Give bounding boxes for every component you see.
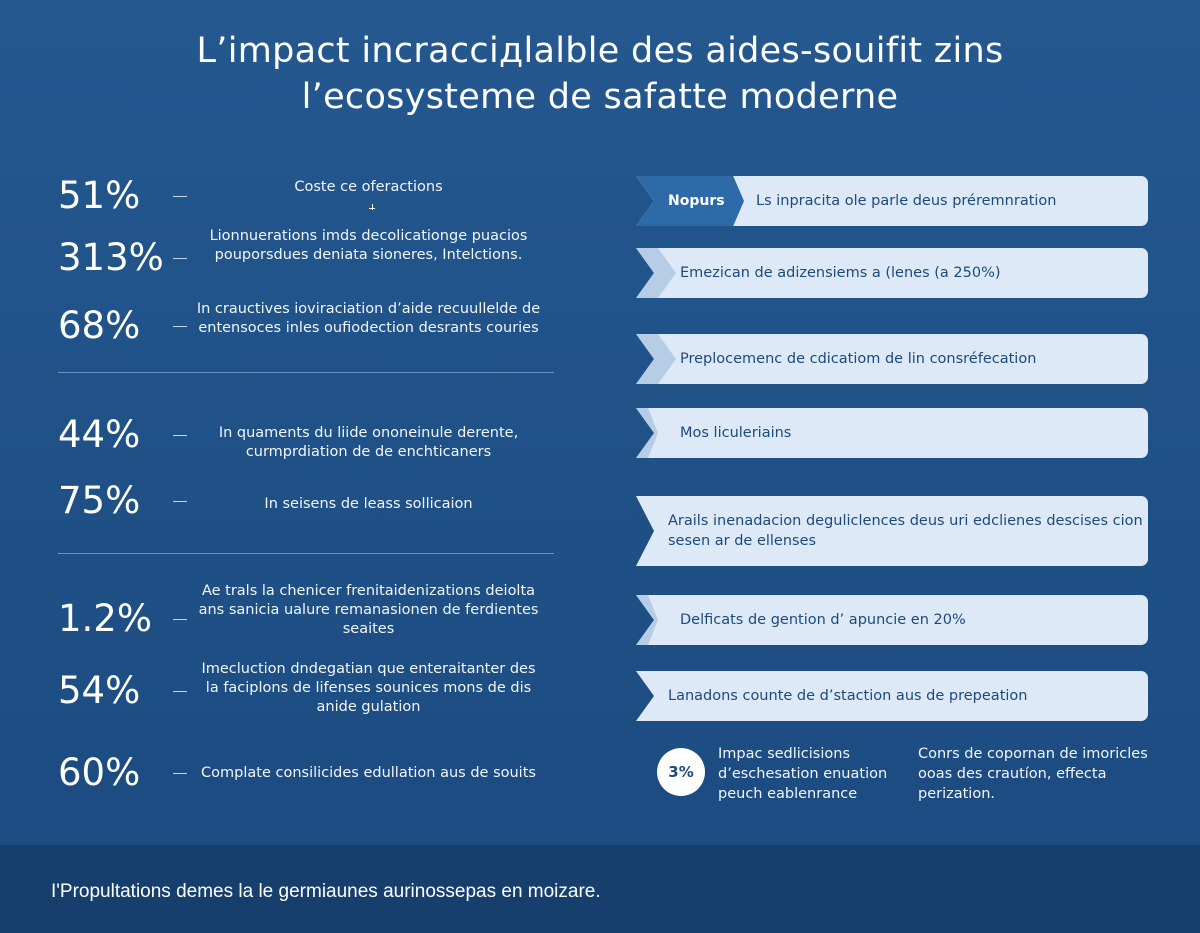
- stat-description: Coste ce oferactions: [294, 179, 443, 195]
- banner-item: Delficats de gention d’ apuncie en 20%: [636, 595, 1148, 645]
- banner-tag: Nopurs: [636, 176, 744, 226]
- stat-value: 75%: [58, 479, 141, 522]
- stat-description: Complate consilicides edullation aus de …: [201, 765, 536, 781]
- stat-dash: [173, 326, 187, 327]
- stat-value: 313%: [58, 236, 164, 279]
- banner-item: Arails inenadacion deguliclences deus ur…: [636, 496, 1148, 566]
- page-title: L’impact incracciдlalble des aides-souif…: [0, 28, 1200, 120]
- banner-text: Lanadons counte de d’staction aus de pre…: [668, 688, 1028, 704]
- title-line-1: L’impact incracciдlalble des aides-souif…: [196, 31, 1004, 71]
- stat-description: Lionnuerations imds decolicationge puaci…: [209, 228, 528, 263]
- stat-dash: [173, 196, 187, 197]
- banner-text: Ls inpracita ole parle deus préremnratio…: [756, 193, 1057, 209]
- stat-dash: [173, 773, 187, 774]
- banner-text: Mos liculeriains: [680, 425, 792, 441]
- banner-text: Arails inenadacion deguliclences deus ur…: [668, 513, 1143, 549]
- footer-text: I'Propultations demes la le germiaunes a…: [51, 881, 601, 902]
- stat-dash: [173, 435, 187, 436]
- stat-value: 68%: [58, 304, 141, 347]
- banner-text: Emezican de adizensiems a (lenes (a 250%…: [680, 265, 1001, 281]
- banner-item: Nopurs Ls inpracita ole parle deus prére…: [636, 176, 1148, 226]
- section-divider: [58, 372, 554, 373]
- title-line-2: l’ecosysteme de safatte moderne: [301, 77, 899, 117]
- stat-dash: [173, 619, 187, 620]
- stat-dash: [173, 501, 187, 502]
- stat-value: 60%: [58, 751, 141, 794]
- chevron-icon: [636, 408, 658, 458]
- banner-item: Emezican de adizensiems a (lenes (a 250%…: [636, 248, 1148, 298]
- footer-band: I'Propultations demes la le germiaunes a…: [0, 845, 1200, 933]
- stat-value: 1.2%: [58, 597, 152, 640]
- stat-dash: [173, 691, 187, 692]
- stat-description: In seisens de leass sollicaion: [264, 496, 473, 512]
- note-right: Conrs de copornan de imoricles ooas des …: [918, 746, 1148, 802]
- note-left: Impac sedlicisions d’eschesation enuatio…: [718, 746, 888, 802]
- stat-value: 44%: [58, 413, 141, 456]
- stat-description: Imecluction dndegatian que enteraitanter…: [201, 661, 536, 715]
- tick-mark-vertical: [372, 204, 373, 210]
- stat-value: 54%: [58, 669, 141, 712]
- chevron-icon: [636, 334, 676, 384]
- stat-value: 51%: [58, 174, 141, 217]
- chevron-icon: [636, 248, 676, 298]
- banner-text: Preplocemenc de cdicatiom de lin consréf…: [680, 351, 1037, 367]
- banner-item: Mos liculeriains: [636, 408, 1148, 458]
- chevron-icon: [636, 595, 658, 645]
- section-divider: [58, 553, 554, 554]
- banner-item: Lanadons counte de d’staction aus de pre…: [636, 671, 1148, 721]
- stat-description: Ae trals la chenicer frenitaidenizations…: [198, 583, 539, 637]
- banner-text: Delficats de gention d’ apuncie en 20%: [680, 612, 966, 628]
- stat-description: In crauctives ioviraciation d’aide recuu…: [196, 301, 541, 336]
- stat-dash: [173, 258, 187, 259]
- stat-description: In quaments du liide ononeinule derente,…: [218, 425, 519, 460]
- percent-badge: 3%: [657, 748, 705, 796]
- banner-item: Preplocemenc de cdicatiom de lin consréf…: [636, 334, 1148, 384]
